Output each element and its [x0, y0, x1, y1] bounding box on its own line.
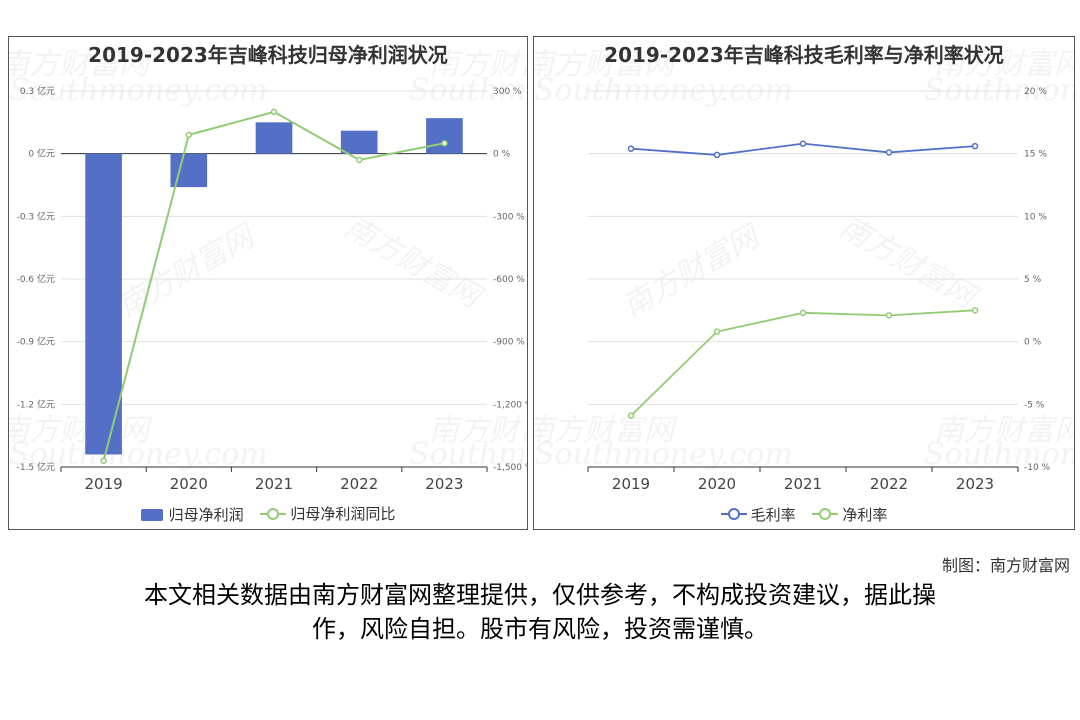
x-tick-label: 2021	[784, 475, 822, 493]
line-swatch-icon	[260, 507, 287, 521]
legend-label: 归母净利润	[168, 506, 244, 524]
y-left-tick-label: -1.5 亿元	[17, 461, 55, 473]
legend: 毛利率 净利率	[534, 504, 1074, 526]
y-left-tick-label: -1.2 亿元	[17, 398, 55, 410]
y-right-tick-label: -10 %	[1024, 463, 1051, 473]
legend-label: 净利率	[842, 505, 888, 524]
bar-net-profit	[85, 153, 122, 455]
y-right-tick-label: 5 %	[1024, 275, 1042, 285]
point-net-profit-yoy	[355, 156, 363, 164]
point-net-margin	[627, 412, 635, 419]
x-tick-label: 2020	[170, 475, 208, 493]
point-gross-margin	[713, 151, 721, 159]
point-gross-margin	[971, 142, 979, 150]
y-left-tick-label: -0.6 亿元	[17, 273, 55, 285]
y-right-tick-label: 20 %	[1024, 87, 1047, 97]
y-right-tick-label: -600 %	[493, 275, 525, 285]
x-tick-label: 2023	[425, 475, 463, 493]
point-gross-margin	[627, 145, 635, 152]
disclaimer: 本文相关数据由南方财富网整理提供，仅供参考，不构成投资建议，据此操 作，风险自担…	[80, 578, 1000, 646]
point-net-profit-yoy	[185, 131, 193, 139]
y-left-tick-label: 0.3 亿元	[20, 85, 55, 97]
y-right-tick-label: -1,500 %	[493, 463, 528, 473]
legend-item-net-profit-yoy[interactable]: 归母净利润同比	[260, 503, 395, 524]
line-net-profit-yoy	[102, 110, 445, 461]
bar-swatch-icon	[140, 508, 163, 521]
y-right-tick-label: 10 %	[1024, 212, 1047, 222]
y-right-tick-label: -300 %	[493, 212, 525, 222]
y-right-tick-label: -900 %	[493, 338, 525, 348]
x-tick-label: 2022	[340, 475, 378, 493]
chart-credit: 制图：南方财富网	[941, 556, 1070, 575]
x-tick-label: 2021	[255, 475, 293, 493]
y-right-tick-label: 0 %	[1024, 338, 1042, 348]
chart-title: 2019-2023年吉峰科技毛利率与净利率状况	[604, 43, 1004, 67]
x-tick-label: 2019	[612, 475, 650, 493]
line-swatch-icon	[720, 507, 747, 521]
point-gross-margin	[885, 149, 893, 156]
point-net-margin	[971, 307, 979, 314]
chart-title: 2019-2023年吉峰科技归母净利润状况	[88, 43, 448, 67]
bar-net-profit	[426, 118, 463, 154]
legend-item-net-profit[interactable]: 归母净利润	[140, 504, 244, 525]
legend-item-net-margin[interactable]: 净利率	[812, 504, 887, 525]
point-net-profit-yoy	[270, 108, 278, 116]
point-net-margin	[799, 309, 807, 317]
y-right-tick-label: 15 %	[1024, 150, 1047, 160]
point-gross-margin	[799, 140, 807, 147]
y-left-tick-label: -0.3 亿元	[17, 210, 55, 222]
point-net-margin	[885, 312, 893, 319]
chart-panel-margins: 南方财富网 Southmoney.com 南方财富网 Southmoney.co…	[533, 36, 1075, 530]
point-net-profit-yoy	[100, 457, 107, 464]
y-right-tick-label: 300 %	[493, 87, 522, 97]
x-tick-label: 2023	[956, 475, 994, 493]
legend-label: 毛利率	[750, 505, 796, 524]
y-right-tick-label: -5 %	[1024, 400, 1045, 410]
disclaimer-line: 本文相关数据由南方财富网整理提供，仅供参考，不构成投资建议，据此操	[144, 581, 936, 609]
x-tick-label: 2022	[870, 475, 908, 493]
x-tick-label: 2020	[698, 475, 736, 493]
bar-net-profit	[255, 122, 293, 154]
legend-item-gross-margin[interactable]: 毛利率	[720, 504, 796, 525]
legend: 归母净利润 归母净利润同比	[9, 503, 527, 525]
line-net-margin	[630, 309, 976, 417]
y-right-tick-label: 0 %	[493, 150, 511, 160]
point-net-margin	[713, 328, 721, 335]
margins-chart: 20 % 15 % 10 % 5 % 0 % -5 % -10 % 2019 2020 2021 2…	[587, 87, 1051, 493]
chart-panel-net-profit: 南方财富网 Southmoney.com 南方财富网 Southmoney.co…	[8, 36, 528, 530]
x-tick-label: 2019	[85, 475, 123, 493]
disclaimer-line: 作，风险自担。股市有风险，投资需谨慎。	[312, 615, 768, 643]
y-right-tick-label: -1,200 %	[493, 400, 528, 410]
y-left-tick-label: -0.9 亿元	[17, 336, 55, 348]
legend-label: 归母净利润同比	[290, 505, 396, 523]
net-profit-chart: 0.3 亿元 0 亿元 -0.3 亿元 -0.6 亿元 -0.9 亿元 -1.2 亿元 -1…	[17, 85, 528, 493]
bar-net-profit	[340, 130, 378, 154]
line-swatch-icon	[812, 507, 839, 521]
point-net-profit-yoy	[441, 139, 448, 147]
y-left-tick-label: 0 亿元	[28, 148, 55, 160]
